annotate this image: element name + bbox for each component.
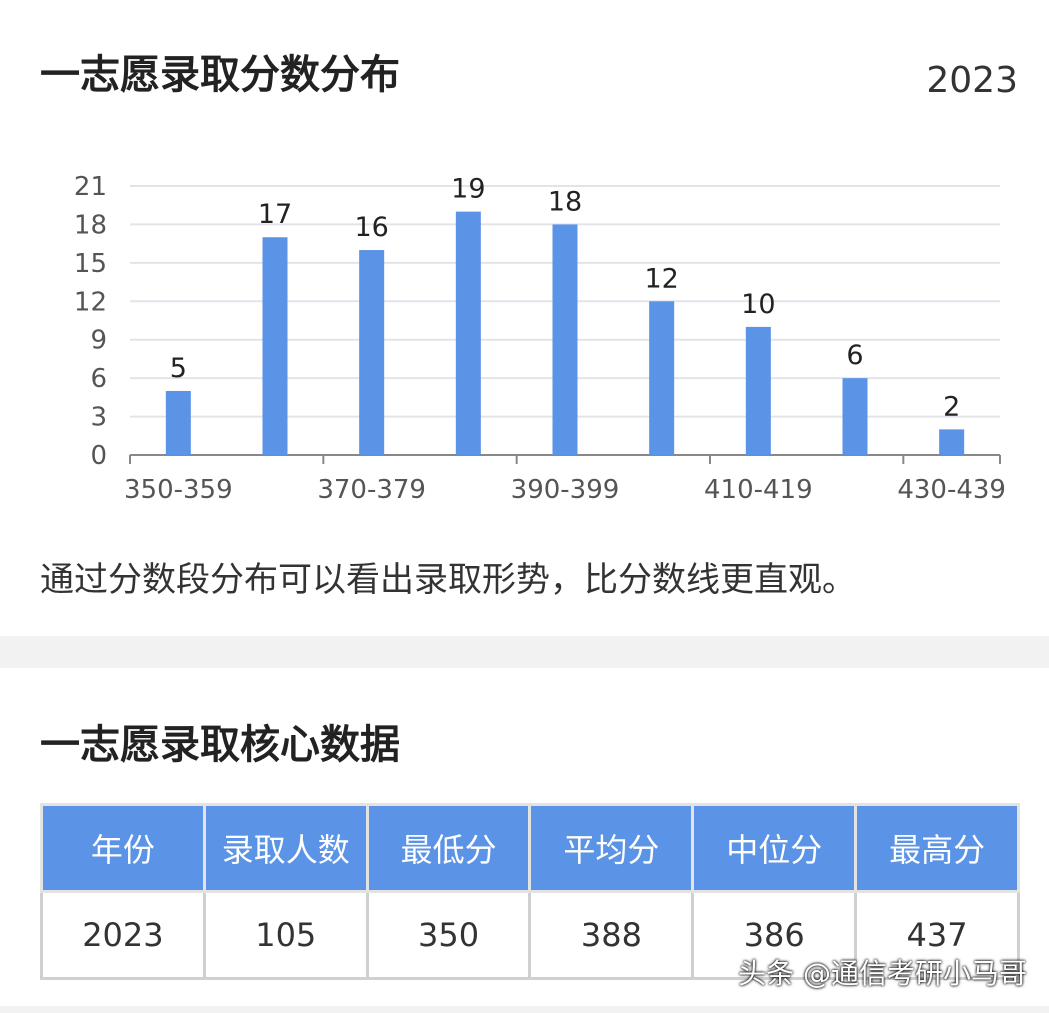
y-tick-label: 3	[90, 403, 107, 433]
bar	[552, 224, 578, 455]
table-cell: 350	[365, 890, 532, 980]
bar	[745, 326, 771, 455]
column-header: 中位分	[691, 803, 858, 893]
x-tick-label: 370-379	[317, 475, 426, 505]
table-row: 2023 105 350 388 386 437	[40, 890, 1020, 980]
table-cell: 386	[691, 890, 858, 980]
table-body: 2023 105 350 388 386 437	[40, 890, 1020, 980]
y-tick-label: 6	[90, 364, 107, 394]
column-header: 最高分	[854, 803, 1020, 893]
section-title: 一志愿录取核心数据	[40, 722, 400, 768]
data-label: 2	[943, 391, 960, 422]
x-tick-label: 350-359	[124, 475, 233, 505]
bar	[359, 250, 385, 455]
data-label: 16	[354, 212, 388, 243]
bar	[842, 378, 868, 455]
column-header: 录取人数	[202, 803, 369, 893]
y-tick-label: 0	[90, 441, 107, 471]
table-cell: 437	[854, 890, 1020, 980]
bar	[455, 211, 481, 455]
note: 通过分数段分布可以看出录取形势，比分数线更直观。	[40, 560, 856, 600]
watermark: 头条 @通信考研小马哥	[738, 957, 1027, 990]
table-cell: 388	[528, 890, 695, 980]
data-label: 18	[548, 186, 582, 217]
x-tick-label: 410-419	[704, 475, 813, 505]
column-header: 平均分	[528, 803, 695, 893]
y-tick-label: 9	[90, 326, 107, 356]
x-tick-label: 390-399	[511, 475, 620, 505]
separator	[0, 636, 1049, 668]
table-cell: 2023	[40, 890, 206, 980]
bar	[649, 301, 675, 455]
data-label: 19	[451, 174, 485, 205]
year: 2023	[926, 60, 1018, 101]
bar	[939, 429, 965, 455]
data-table: 年份 录取人数 最低分 平均分 中位分 最高分 2023 105 350 388 386 437	[40, 803, 1020, 980]
bar	[262, 237, 288, 455]
column-header: 年份	[40, 803, 206, 893]
header-row: 年份 录取人数 最低分 平均分 中位分 最高分	[40, 803, 1020, 893]
column-header: 最低分	[365, 803, 532, 893]
data-label: 5	[170, 353, 187, 384]
y-tick-label: 12	[74, 287, 107, 317]
data-label: 6	[846, 340, 863, 371]
chart: 0 3 6 9 12 15 18 21 350-359 5 17 370-379 16 19 390-399…	[74, 172, 1006, 505]
y-tick-label: 15	[74, 249, 107, 279]
table-cell: 105	[202, 890, 369, 980]
bar	[165, 390, 191, 455]
y-tick-label: 18	[74, 210, 107, 240]
y-tick-label: 21	[74, 172, 107, 202]
title: 一志愿录取分数分布	[40, 52, 400, 98]
separator	[0, 1006, 1049, 1013]
x-tick-label: 430-439	[897, 475, 1006, 505]
data-label: 10	[741, 289, 775, 320]
data-label: 12	[644, 263, 678, 294]
data-label: 17	[258, 199, 292, 230]
